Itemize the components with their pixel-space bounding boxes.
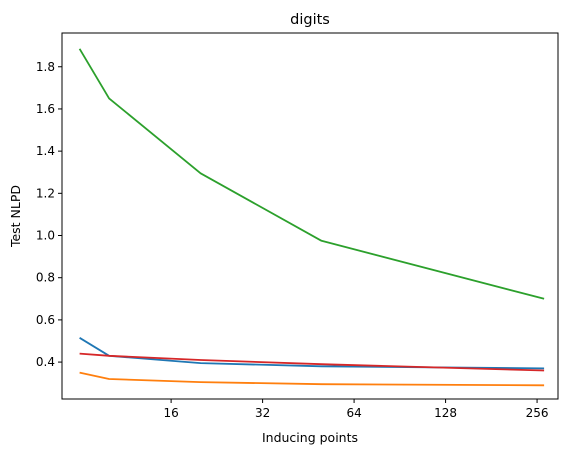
chart-title: digits xyxy=(290,12,330,28)
x-tick-label: 16 xyxy=(163,406,178,420)
x-axis-ticks: 16 32 64 128 256 xyxy=(163,399,549,420)
y-tick-label: 1.8 xyxy=(36,60,55,74)
plot-frame xyxy=(61,32,559,400)
series-line-4 xyxy=(79,352,545,372)
x-tick-label: 128 xyxy=(434,406,457,420)
y-tick-label: 1.2 xyxy=(36,186,55,200)
y-tick-label: 1.6 xyxy=(36,102,55,116)
x-axis-label: Inducing points xyxy=(262,430,358,445)
y-tick-label: 0.6 xyxy=(36,313,55,327)
series-line-2 xyxy=(79,371,545,387)
y-tick-label: 0.8 xyxy=(36,271,55,285)
y-axis-label: Test NLPD xyxy=(8,185,23,248)
y-tick-label: 1.0 xyxy=(36,229,55,243)
y-tick-label: 0.4 xyxy=(36,355,55,369)
x-tick-label: 256 xyxy=(526,406,549,420)
series-line-3 xyxy=(78,48,545,300)
y-tick-label: 1.4 xyxy=(36,144,55,158)
series-layer xyxy=(78,48,545,387)
x-tick-label: 32 xyxy=(255,406,270,420)
y-axis-ticks: 0.4 0.6 0.8 1.0 1.2 1.4 1.6 1.8 xyxy=(36,60,62,369)
x-tick-label: 64 xyxy=(346,406,361,420)
